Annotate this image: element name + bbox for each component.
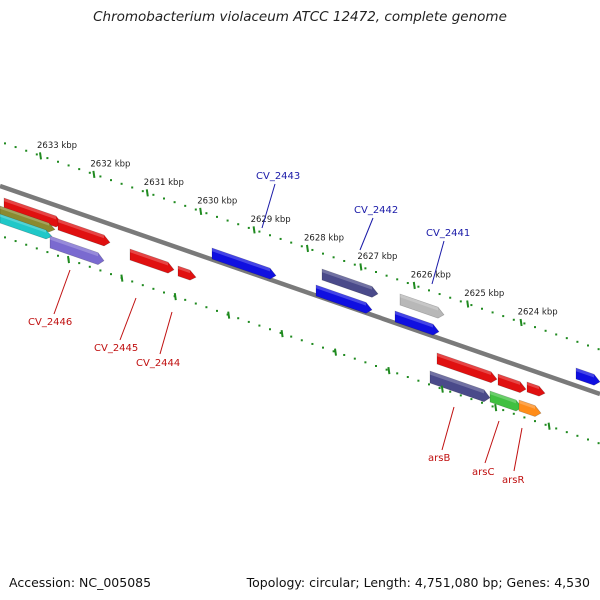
gene-label[interactable]: arsR — [502, 475, 524, 486]
gene-feature-red[interactable] — [177, 265, 197, 281]
gene-feature-blue[interactable] — [211, 247, 277, 280]
gene-label[interactable]: arsC — [472, 467, 494, 478]
kbp-tick-label: 2631 kbp — [144, 178, 184, 188]
gene-feature-blue[interactable] — [394, 310, 440, 336]
lower-major-tick — [387, 367, 391, 375]
upper-major-tick — [519, 318, 523, 327]
gene-label[interactable]: CV_2446 — [28, 317, 72, 328]
upper-major-tick — [359, 263, 363, 271]
gene-label[interactable]: CV_2441 — [426, 228, 470, 239]
gene-feature-red[interactable] — [497, 373, 527, 393]
lower-major-tick — [334, 348, 337, 356]
map-title: Chromobacterium violaceum ATCC 12472, co… — [93, 9, 507, 25]
upper-major-tick — [92, 170, 96, 179]
lower-major-tick — [547, 422, 551, 430]
upper-major-tick — [412, 281, 416, 290]
gene-feature-olive[interactable] — [0, 205, 56, 233]
gene-label-leader-line — [431, 240, 445, 285]
gene-label-leader-line — [159, 311, 173, 355]
gene-features — [0, 197, 600, 417]
gene-feature-cyan[interactable] — [0, 213, 53, 240]
gene-label[interactable]: CV_2443 — [256, 171, 300, 182]
lower-major-tick — [120, 274, 124, 282]
gene-label[interactable]: CV_2444 — [136, 358, 180, 369]
kbp-tick-label: 2632 kbp — [90, 159, 130, 169]
gene-label-leader-line — [484, 420, 500, 464]
upper-major-tick — [306, 244, 309, 253]
gene-label-leader-line — [513, 427, 523, 472]
upper-major-tick — [466, 300, 470, 308]
gene-feature-red[interactable] — [57, 218, 111, 247]
gene-label-leader-line — [261, 183, 276, 229]
lower-major-tick — [440, 385, 444, 393]
kbp-tick-label: 2625 kbp — [464, 289, 504, 299]
genome-backbone — [0, 183, 600, 397]
gene-label[interactable]: CV_2442 — [354, 205, 398, 216]
kbp-tick-label: 2630 kbp — [197, 196, 237, 206]
gene-feature-dark-slate[interactable] — [321, 268, 379, 298]
lower-major-tick — [227, 311, 231, 319]
gene-feature-blue[interactable] — [315, 284, 373, 314]
kbp-tick-label: 2626 kbp — [411, 270, 451, 280]
kbp-tick-label: 2627 kbp — [357, 252, 397, 262]
lower-major-tick — [280, 329, 284, 338]
gene-feature-red[interactable] — [526, 381, 546, 397]
gene-label-leader-line — [359, 217, 374, 251]
upper-dot-row — [4, 142, 600, 351]
genome-backbone-line — [0, 183, 600, 397]
kbp-ticks: 2633 kbp 2632 kbp 2631 kbp 2630 kbp 2629 kbp… — [37, 141, 558, 430]
gene-feature-dark-slate[interactable] — [429, 370, 491, 403]
gene-feature-red[interactable] — [436, 352, 498, 384]
accession-label: Accession: NC_005085 — [9, 575, 152, 590]
gene-feature-slate[interactable] — [49, 235, 105, 265]
upper-major-tick — [199, 207, 203, 216]
lower-major-tick — [173, 292, 177, 301]
gene-label-leader-line — [119, 297, 137, 341]
gene-label[interactable]: arsB — [428, 453, 450, 464]
upper-major-tick — [39, 152, 42, 160]
gene-label[interactable]: CV_2445 — [94, 343, 138, 354]
gene-feature-orange[interactable] — [518, 399, 542, 417]
upper-major-tick — [252, 226, 256, 234]
gene-feature-blue[interactable] — [575, 367, 600, 386]
kbp-tick-label: 2629 kbp — [251, 215, 291, 225]
kbp-tick-label: 2633 kbp — [37, 141, 77, 151]
upper-major-tick — [145, 189, 149, 197]
gene-feature-gray[interactable] — [399, 293, 445, 319]
topology-label: Topology: circular; Length: 4,751,080 bp… — [246, 575, 590, 590]
kbp-tick-label: 2624 kbp — [518, 307, 558, 317]
lower-major-tick — [494, 404, 498, 412]
gene-feature-red[interactable] — [129, 248, 175, 274]
gene-label-leader-line — [441, 406, 455, 451]
lower-major-tick — [67, 255, 70, 264]
gene-label-leader-line — [53, 269, 71, 315]
gene-labels: CV_2443 CV_2442 CV_2441 CV_2446 CV_2445 CV_24… — [28, 171, 524, 486]
kbp-tick-label: 2628 kbp — [304, 233, 344, 243]
lower-dot-row — [4, 236, 600, 445]
